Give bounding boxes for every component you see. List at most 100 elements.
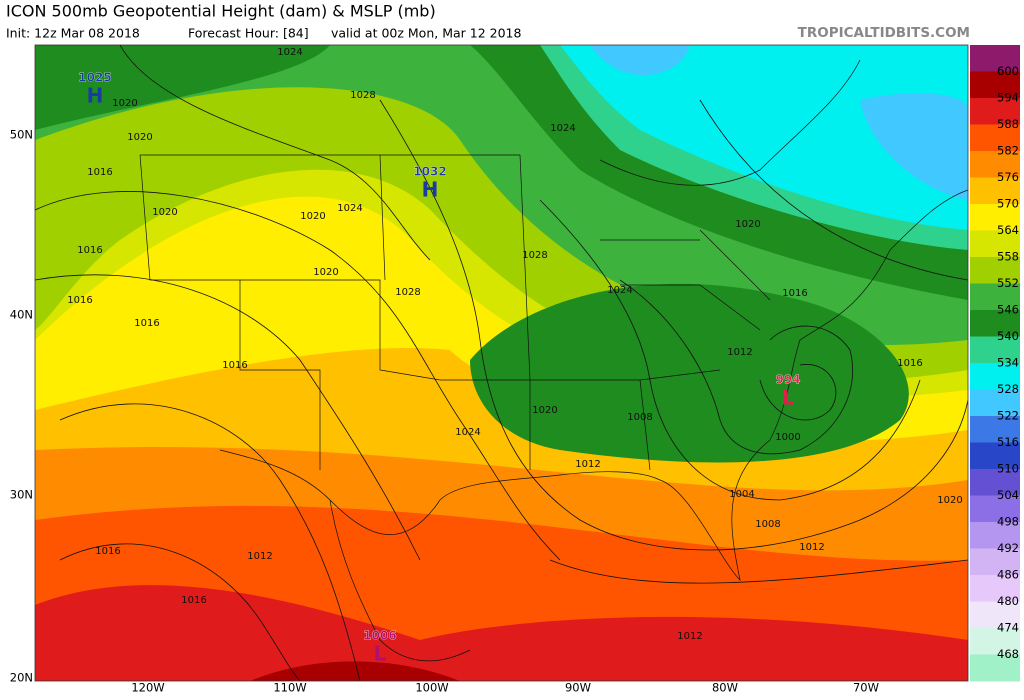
- colorbar-cell: [970, 310, 1020, 337]
- subtitle-valid: valid at 00z Mon, Mar 12 2018: [331, 26, 521, 41]
- title: ICON 500mb Geopotential Height (dam) & M…: [6, 2, 436, 21]
- colorbar-cell: [970, 124, 1020, 152]
- lon-label: 110W: [273, 681, 306, 695]
- isobar-label: 1016: [77, 245, 102, 256]
- isobar-label: 1028: [350, 90, 375, 101]
- center-symbol: H: [87, 84, 104, 108]
- colorbar-cell: [970, 336, 1020, 364]
- isobar-label: 1016: [222, 360, 247, 371]
- colorbar-label: 534: [997, 356, 1019, 370]
- colorbar-cell: [970, 416, 1020, 443]
- center-value: 1006: [363, 629, 396, 643]
- colorbar-label: 558: [997, 250, 1019, 264]
- colorbar-cell: [970, 45, 1020, 72]
- isobar-label: 1008: [755, 519, 780, 530]
- colorbar-label: 504: [997, 488, 1019, 502]
- colorbar-label: 474: [997, 621, 1019, 635]
- lat-label: 20N: [10, 671, 33, 685]
- isobar-label: 1016: [897, 358, 922, 369]
- colorbar-cell: [970, 442, 1020, 470]
- isobar-label: 1020: [313, 267, 338, 278]
- isobar-label: 1020: [112, 98, 137, 109]
- lon-label: 120W: [131, 681, 164, 695]
- colorbar-label: 546: [997, 303, 1019, 317]
- colorbar-label: 570: [997, 197, 1019, 211]
- lon-label: 70W: [853, 681, 879, 695]
- isobar-label: 1016: [87, 167, 112, 178]
- center-value: 994: [775, 373, 800, 387]
- subtitle-forecast: Forecast Hour: [84]: [188, 26, 309, 41]
- colorbar-cell: [970, 575, 1020, 602]
- isobar-label: 1012: [247, 551, 272, 562]
- labels: 600 594 588 582 576 570 564 558 552 546 540 534 528 5…: [10, 45, 1020, 695]
- source: TROPICALTIDBITS.COM: [798, 25, 970, 41]
- isobar-label: 1012: [677, 631, 702, 642]
- center-value: 1025: [78, 71, 111, 85]
- center-symbol: H: [422, 178, 439, 202]
- colorbar-label: 600: [997, 64, 1019, 78]
- colorbar-label: 498: [997, 515, 1019, 529]
- band: [590, 45, 690, 76]
- colorbar-label: 564: [997, 223, 1019, 237]
- trough: [470, 283, 909, 463]
- isobar-label: 1008: [627, 412, 652, 423]
- colorbar-cell: [970, 257, 1020, 284]
- isobar-label: 1016: [181, 595, 206, 606]
- colorbar-cell: [970, 204, 1020, 231]
- isobar-label: 1012: [575, 459, 600, 470]
- colorbar-cell: [970, 495, 1020, 523]
- lon-label: 90W: [565, 681, 591, 695]
- isobar-label: 1024: [455, 427, 480, 438]
- lat-label: 30N: [10, 488, 33, 502]
- colorbar-cell: [970, 601, 1020, 629]
- colorbar-label: 516: [997, 435, 1019, 449]
- colorbar-label: 522: [997, 409, 1019, 423]
- map-area: [35, 45, 968, 681]
- colorbar-cell: [970, 363, 1020, 390]
- isobar-label: 1012: [727, 347, 752, 358]
- colorbar-cell: [970, 71, 1020, 99]
- center-value: 1032: [413, 165, 446, 179]
- isobar-label: 1016: [67, 295, 92, 306]
- isobar-label: 1024: [337, 203, 362, 214]
- colorbar-label: 540: [997, 329, 1019, 343]
- colorbar-label: 468: [997, 647, 1019, 661]
- contours: [35, 45, 968, 681]
- colorbar-label: 486: [997, 568, 1019, 582]
- colorbar-label: 492: [997, 541, 1019, 555]
- colorbar-label: 576: [997, 170, 1019, 184]
- isobar-label: 1016: [95, 546, 120, 557]
- center-symbol: L: [374, 642, 387, 666]
- band: [560, 45, 968, 230]
- colorbar-label: 582: [997, 144, 1019, 158]
- isobar-label: 1024: [277, 47, 302, 58]
- colorbar-cell: [970, 522, 1020, 549]
- lon-label: 80W: [712, 681, 738, 695]
- colorbar-cell: [970, 469, 1020, 496]
- isobar-label: 1012: [799, 542, 824, 553]
- isobar-label: 1016: [782, 288, 807, 299]
- isobar-label: 1028: [522, 250, 547, 261]
- colorbar-cell: [970, 283, 1020, 311]
- isobar-label: 1024: [550, 123, 575, 134]
- lat-label: 50N: [10, 128, 33, 142]
- band: [250, 661, 460, 681]
- band: [860, 93, 968, 200]
- center-symbol: L: [782, 386, 795, 410]
- isobar-label: 1000: [775, 432, 800, 443]
- colorbar-cell: [970, 177, 1020, 205]
- subtitle-init: Init: 12z Mar 08 2018: [6, 26, 140, 41]
- isobar-label: 1020: [300, 211, 325, 222]
- colorbar-cell: [970, 654, 1020, 682]
- band: [35, 45, 330, 130]
- isobar-label: 1020: [532, 405, 557, 416]
- colorbar-label: 588: [997, 117, 1019, 131]
- isobar-label: 1020: [127, 132, 152, 143]
- colorbar-label: 552: [997, 276, 1019, 290]
- isobar-label: 1020: [937, 495, 962, 506]
- colorbar-cell: [970, 628, 1020, 655]
- colorbar-label: 528: [997, 382, 1019, 396]
- lat-label: 40N: [10, 308, 33, 322]
